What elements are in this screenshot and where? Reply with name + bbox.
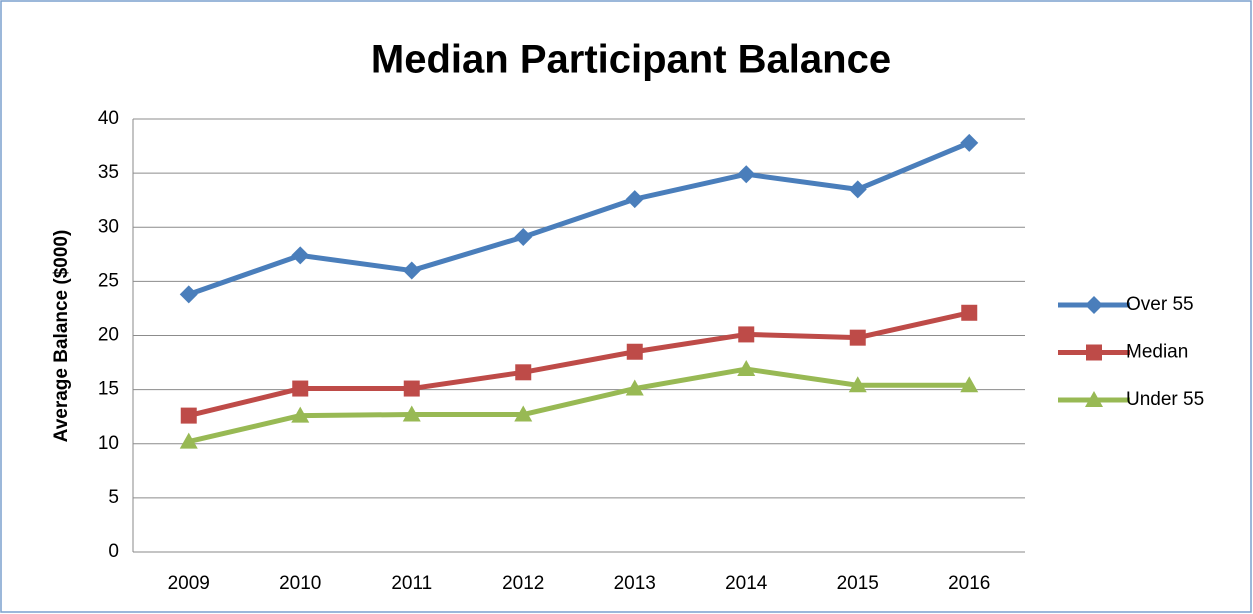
data-point: [626, 343, 643, 360]
data-point: [179, 432, 198, 449]
data-point: [849, 329, 866, 346]
legend-marker: [1086, 344, 1102, 361]
data-point: [848, 180, 867, 199]
y-tick-label: 40: [98, 108, 119, 129]
y-tick-label: 25: [98, 270, 119, 291]
series-line: [188, 310, 970, 419]
data-point: [737, 360, 756, 377]
data-point: [515, 364, 532, 381]
data-point: [625, 190, 644, 209]
data-point: [738, 326, 755, 343]
data-point: [625, 379, 644, 396]
legend-marker: [1085, 296, 1103, 314]
data-point: [514, 405, 533, 422]
chart-title: Median Participant Balance: [371, 38, 891, 82]
x-tick-label: 2011: [391, 573, 432, 594]
data-point: [402, 261, 421, 280]
data-point: [960, 133, 979, 152]
y-tick-label: 30: [98, 216, 119, 237]
data-point: [180, 407, 197, 424]
x-tick-label: 2013: [614, 573, 656, 594]
y-tick-label: 35: [98, 162, 119, 183]
x-tick-label: 2016: [948, 573, 990, 594]
series-line: [187, 140, 971, 297]
series-line: [188, 366, 970, 445]
data-point: [848, 376, 867, 393]
data-point: [292, 380, 309, 397]
legend-marker: [1085, 391, 1103, 407]
legend-label: Under 55: [1126, 389, 1204, 410]
x-tick-label: 2009: [168, 573, 210, 594]
y-tick-label: 0: [108, 541, 119, 562]
y-tick-label: 10: [98, 433, 119, 454]
data-point: [960, 376, 979, 393]
data-point: [737, 165, 756, 184]
data-point: [179, 285, 198, 304]
y-axis-label: Average Balance ($000): [51, 230, 72, 443]
legend-label: Median: [1126, 342, 1188, 363]
data-point: [514, 227, 533, 246]
x-tick-label: 2014: [725, 573, 768, 594]
x-tick-label: 2015: [837, 573, 879, 594]
y-tick-label: 5: [108, 487, 119, 508]
x-tick-label: 2012: [502, 573, 544, 594]
y-tick-label: 15: [98, 379, 119, 400]
data-point: [403, 380, 420, 397]
y-tick-label: 20: [98, 325, 119, 346]
data-point: [291, 246, 310, 265]
data-point: [402, 405, 421, 422]
data-point: [961, 304, 978, 321]
legend-label: Over 55: [1126, 294, 1194, 315]
x-tick-label: 2010: [279, 573, 321, 594]
data-point: [291, 406, 310, 423]
